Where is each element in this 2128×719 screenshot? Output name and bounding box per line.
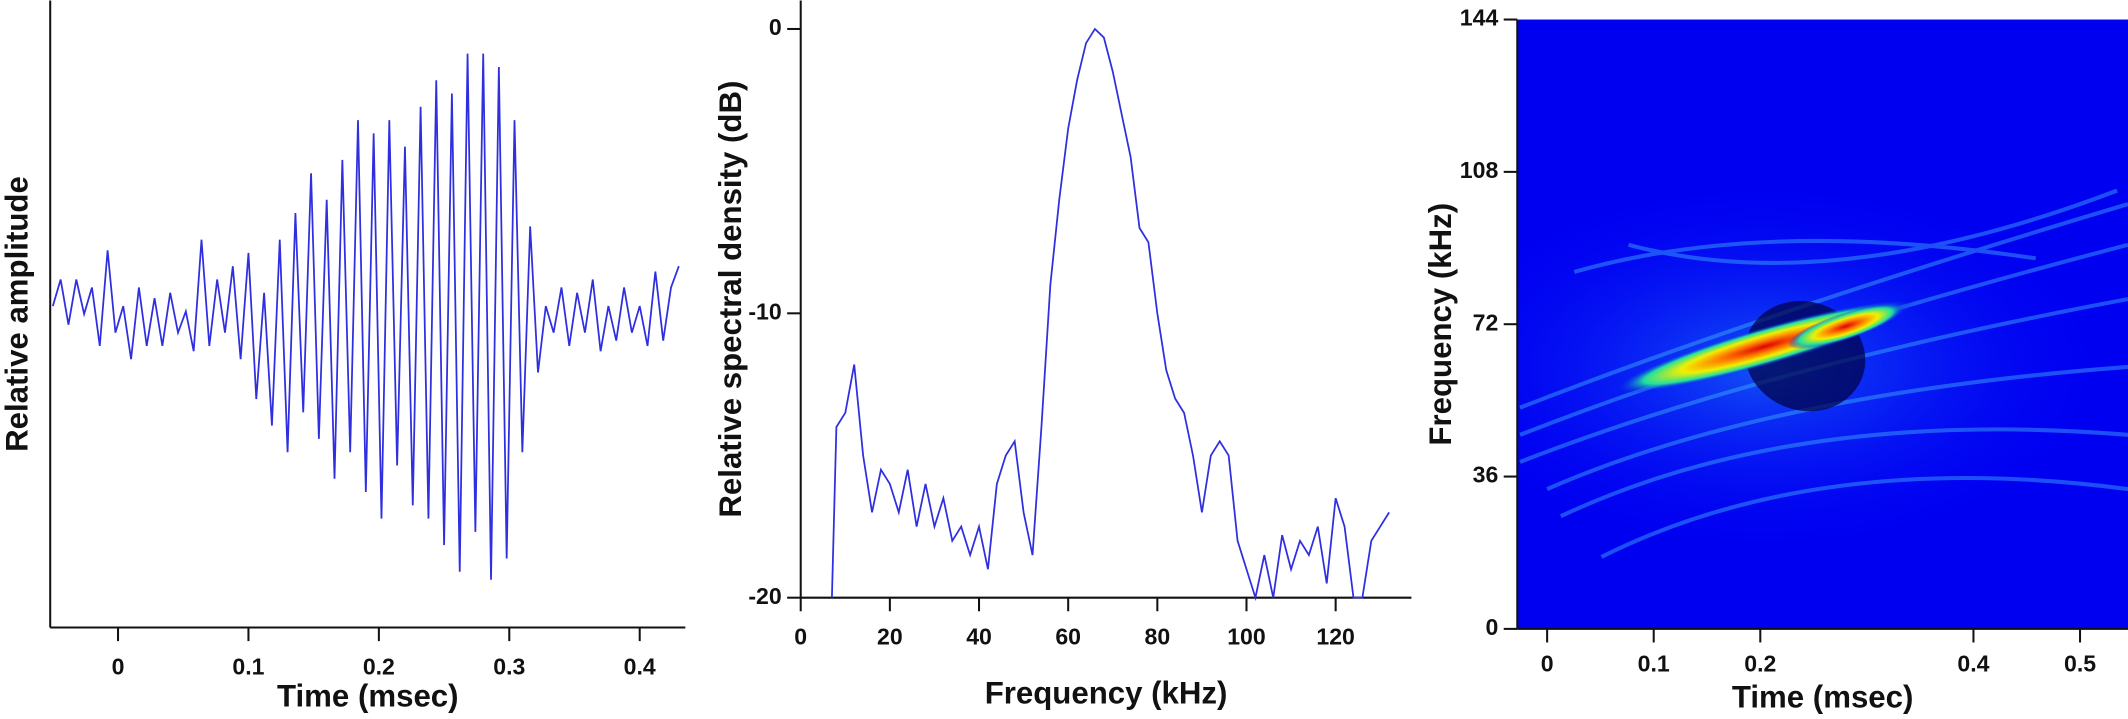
x-tick-label: 0.4 — [624, 653, 656, 679]
x-tick-label: 0.2 — [1744, 651, 1776, 677]
x-tick-label: 100 — [1227, 623, 1265, 649]
x-tick-label: 40 — [966, 623, 992, 649]
line — [831, 27, 1390, 602]
y-axis-title: Relative spectral density (dB) — [713, 81, 748, 518]
x-tick-label: 0.1 — [232, 653, 264, 679]
y-tick-label: 36 — [1473, 462, 1499, 488]
x-tick-label: 0 — [794, 623, 807, 649]
y-axis-title: Frequency (kHz) — [1423, 203, 1458, 446]
y-tick-label: 144 — [1460, 5, 1499, 31]
x-axis-title: Time (msec) — [1732, 680, 1914, 715]
y-tick-label: 0 — [769, 14, 782, 40]
x-tick-label: 0.4 — [1957, 651, 1989, 677]
y-tick-label: -10 — [748, 298, 781, 324]
x-tick-label: 0.3 — [493, 653, 525, 679]
x-tick-label: 60 — [1055, 623, 1081, 649]
x-axis-title: Time (msec) — [277, 678, 459, 713]
x-tick-label: 120 — [1316, 623, 1354, 649]
y-tick-label: 0 — [1485, 614, 1498, 640]
x-tick-label: 80 — [1145, 623, 1171, 649]
x-tick-label: 0 — [1541, 651, 1554, 677]
line — [51, 53, 680, 580]
y-tick-label: 108 — [1460, 157, 1499, 183]
x-tick-label: 20 — [877, 623, 903, 649]
y-axis-title: Relative amplitude — [0, 176, 34, 452]
x-tick-label: 0.2 — [363, 653, 395, 679]
spectrogram-image — [1517, 19, 2128, 629]
y-tick-label: 72 — [1473, 309, 1499, 335]
y-tick-label: -20 — [748, 583, 781, 609]
x-tick-label: 0.5 — [2064, 651, 2096, 677]
x-tick-label: 0.1 — [1638, 651, 1670, 677]
x-axis-title: Frequency (kHz) — [985, 676, 1228, 711]
x-tick-label: 0 — [112, 653, 125, 679]
